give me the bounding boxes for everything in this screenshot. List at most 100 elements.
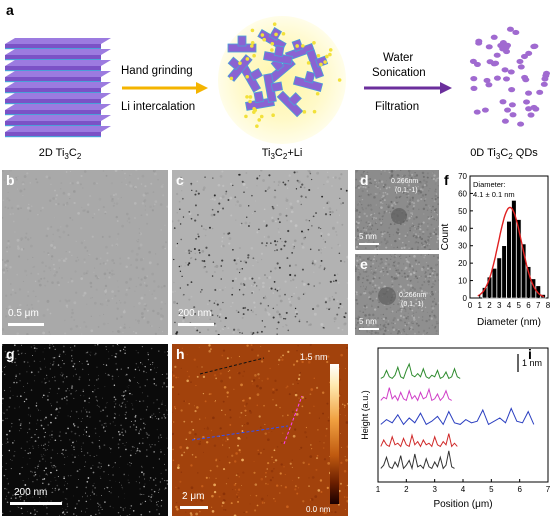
texture-speck bbox=[50, 258, 53, 261]
texture-speck bbox=[409, 199, 412, 202]
texture-speck bbox=[318, 417, 321, 419]
texture-speck bbox=[73, 495, 74, 497]
texture-speck bbox=[101, 235, 104, 238]
texture-speck bbox=[98, 276, 100, 278]
texture-speck bbox=[380, 241, 383, 244]
texture-speck bbox=[295, 360, 299, 363]
y-tick-label: 30 bbox=[458, 242, 467, 251]
texture-speck bbox=[229, 196, 233, 200]
texture-speck bbox=[406, 232, 409, 234]
texture-speck bbox=[409, 263, 411, 266]
texture-speck bbox=[234, 196, 237, 199]
texture-speck bbox=[401, 182, 404, 185]
texture-speck bbox=[94, 385, 95, 387]
texture-speck bbox=[134, 368, 137, 371]
texture-speck bbox=[384, 316, 388, 320]
texture-speck bbox=[433, 283, 436, 286]
texture-speck bbox=[187, 263, 190, 266]
texture-speck bbox=[435, 302, 437, 304]
texture-speck bbox=[50, 403, 52, 405]
texture-speck bbox=[91, 297, 93, 299]
texture-speck bbox=[303, 231, 305, 234]
texture-speck bbox=[411, 201, 414, 204]
texture-speck bbox=[182, 293, 185, 296]
texture-speck bbox=[139, 243, 143, 247]
texture-speck bbox=[128, 390, 130, 391]
texture-speck bbox=[417, 307, 420, 309]
texture-speck bbox=[272, 207, 275, 210]
texture-speck bbox=[202, 188, 205, 191]
texture-speck bbox=[81, 451, 83, 453]
texture-speck bbox=[130, 505, 133, 507]
texture-speck bbox=[186, 370, 188, 372]
texture-speck bbox=[53, 376, 56, 378]
texture-speck bbox=[6, 182, 8, 185]
texture-speck bbox=[87, 203, 90, 206]
texture-speck bbox=[317, 187, 319, 189]
texture-speck bbox=[428, 327, 431, 329]
texture-speck bbox=[434, 183, 436, 185]
texture-speck bbox=[380, 223, 383, 227]
texture-speck bbox=[52, 273, 54, 275]
texture-speck bbox=[121, 181, 123, 184]
texture-speck bbox=[414, 332, 416, 335]
texture-speck bbox=[364, 314, 367, 317]
texture-speck bbox=[325, 511, 327, 514]
texture-speck bbox=[371, 313, 375, 317]
texture-speck bbox=[142, 193, 146, 197]
texture-speck bbox=[244, 404, 247, 407]
texture-speck bbox=[403, 272, 406, 275]
texture-speck bbox=[4, 498, 7, 500]
texture-speck bbox=[245, 172, 248, 174]
texture-speck bbox=[340, 394, 342, 396]
texture-speck bbox=[389, 176, 392, 180]
texture-speck bbox=[141, 316, 144, 319]
texture-speck bbox=[379, 199, 382, 202]
texture-speck bbox=[219, 196, 222, 200]
texture-speck bbox=[385, 307, 388, 311]
texture-speck bbox=[47, 483, 50, 486]
texture-speck bbox=[114, 398, 117, 401]
texture-speck bbox=[185, 262, 187, 264]
texture-speck bbox=[151, 209, 154, 212]
texture-speck bbox=[236, 268, 239, 271]
texture-speck bbox=[370, 222, 372, 224]
texture-speck bbox=[13, 455, 15, 457]
texture-speck bbox=[323, 458, 327, 461]
texture-speck bbox=[252, 383, 254, 385]
texture-speck bbox=[304, 236, 306, 239]
texture-speck bbox=[118, 433, 121, 436]
texture-speck bbox=[2, 271, 6, 274]
texture-speck bbox=[121, 428, 124, 431]
quantum-dot bbox=[502, 44, 510, 51]
texture-speck bbox=[228, 376, 232, 379]
texture-speck bbox=[284, 280, 287, 283]
texture-speck bbox=[50, 183, 52, 185]
texture-speck bbox=[26, 333, 29, 335]
texture-speck bbox=[130, 420, 132, 422]
texture-speck bbox=[94, 432, 97, 434]
texture-speck bbox=[137, 319, 139, 321]
texture-speck bbox=[96, 404, 98, 406]
texture-speck bbox=[384, 329, 387, 332]
texture-speck bbox=[373, 179, 377, 182]
texture-speck bbox=[251, 310, 255, 313]
texture-speck bbox=[98, 375, 100, 377]
texture-speck bbox=[432, 274, 435, 277]
texture-speck bbox=[2, 371, 4, 373]
layer-top bbox=[5, 71, 111, 77]
texture-speck bbox=[398, 177, 401, 180]
texture-speck bbox=[412, 225, 415, 227]
texture-speck bbox=[422, 244, 424, 246]
texture-speck bbox=[139, 386, 141, 388]
texture-speck bbox=[365, 215, 369, 218]
texture-speck bbox=[379, 270, 381, 272]
li-ion-dot bbox=[229, 76, 234, 81]
texture-speck bbox=[40, 454, 42, 456]
texture-speck bbox=[406, 298, 408, 301]
texture-speck bbox=[391, 310, 394, 313]
texture-speck bbox=[80, 277, 84, 280]
texture-speck bbox=[14, 357, 17, 360]
plot-frame bbox=[377, 347, 549, 483]
texture-speck bbox=[29, 365, 31, 367]
